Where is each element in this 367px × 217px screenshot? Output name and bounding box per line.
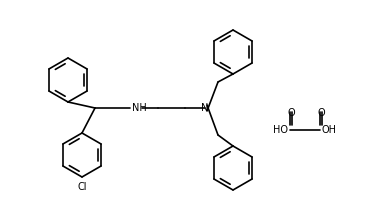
Text: OH: OH — [322, 125, 337, 135]
Text: Cl: Cl — [77, 182, 87, 192]
Text: O: O — [317, 108, 325, 118]
Text: HO: HO — [273, 125, 288, 135]
Text: N: N — [201, 103, 209, 113]
Text: O: O — [287, 108, 295, 118]
Text: NH: NH — [132, 103, 147, 113]
